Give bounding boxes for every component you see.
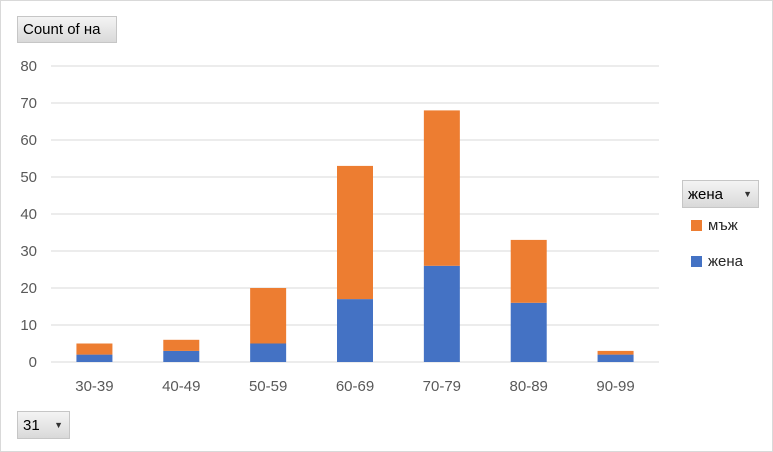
axis-field-button[interactable]: 31 ▼: [17, 411, 70, 439]
bar-segment[interactable]: [76, 354, 113, 362]
legend-swatch-female: [691, 256, 702, 267]
bars: [76, 110, 634, 363]
x-tick-label: 40-49: [162, 378, 200, 395]
bar-segment[interactable]: [76, 343, 113, 355]
y-tick-label: 20: [20, 280, 37, 297]
bar-segment[interactable]: [163, 350, 200, 362]
y-tick-label: 50: [20, 169, 37, 186]
legend-entry-male: мъж: [691, 217, 738, 234]
bar-segment[interactable]: [163, 339, 200, 351]
x-axis-tick-labels: 30-39 40-49 50-59 60-69 70-79 80-89 90-99: [75, 378, 635, 395]
bar-segment[interactable]: [423, 110, 460, 266]
x-tick-label: 30-39: [75, 378, 113, 395]
bar-segment[interactable]: [510, 302, 547, 362]
bar-segment[interactable]: [337, 299, 373, 362]
y-tick-label: 10: [20, 317, 37, 334]
y-tick-label: 80: [20, 58, 37, 75]
bar-segment[interactable]: [423, 265, 460, 362]
y-tick-label: 40: [20, 206, 37, 223]
values-field-label: Count of на: [23, 21, 101, 38]
bar-segment[interactable]: [337, 165, 373, 300]
y-tick-label: 0: [29, 354, 37, 371]
bar-segment[interactable]: [250, 343, 287, 363]
x-tick-label: 90-99: [596, 378, 634, 395]
bar-segment[interactable]: [510, 239, 547, 303]
y-tick-label: 60: [20, 132, 37, 149]
x-tick-label: 80-89: [510, 378, 548, 395]
y-tick-label: 30: [20, 243, 37, 260]
x-tick-label: 70-79: [423, 378, 461, 395]
bar-segment[interactable]: [250, 288, 287, 344]
axis-field-label: 31: [23, 416, 40, 434]
legend-label-male: мъж: [708, 217, 738, 234]
legend-field-label: жена: [688, 185, 724, 203]
legend-field-button[interactable]: жена ▼: [682, 180, 759, 208]
values-field-button[interactable]: Count of на: [17, 16, 117, 43]
legend-swatch-male: [691, 220, 702, 231]
triangle-down-icon[interactable]: ▼: [54, 420, 63, 430]
y-tick-label: 70: [20, 95, 37, 112]
x-tick-label: 50-59: [249, 378, 287, 395]
y-axis-tick-labels: 0 10 20 30 40 50 60 70 80: [20, 58, 37, 371]
bar-segment[interactable]: [597, 350, 634, 355]
bar-segment[interactable]: [597, 354, 634, 362]
triangle-down-icon[interactable]: ▼: [743, 189, 752, 199]
x-tick-label: 60-69: [336, 378, 374, 395]
legend-entry-female: жена: [691, 253, 743, 270]
legend-label-female: жена: [708, 253, 744, 270]
